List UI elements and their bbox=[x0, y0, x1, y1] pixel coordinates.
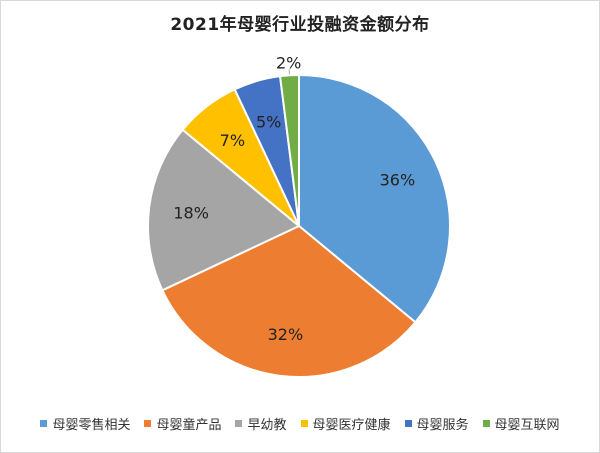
pie-slice-internet bbox=[278, 73, 300, 227]
data-labels: 36% 32% 18% 7% 5% 2% bbox=[173, 53, 415, 344]
legend-item-healthcare: 母婴医疗健康 bbox=[300, 414, 391, 433]
data-label-healthcare: 7% bbox=[220, 131, 245, 150]
legend-swatch bbox=[300, 420, 308, 427]
legend-label: 母婴互联网 bbox=[494, 418, 560, 433]
legend-label: 母婴童产品 bbox=[156, 418, 222, 433]
data-label-services: 5% bbox=[256, 113, 281, 132]
legend-swatch bbox=[404, 420, 412, 427]
data-label-retail: 36% bbox=[380, 171, 416, 190]
legend-label: 母婴零售相关 bbox=[52, 418, 131, 433]
legend-item-retail: 母婴零售相关 bbox=[40, 414, 130, 433]
pie-slice-early-education bbox=[147, 128, 301, 292]
legend-label: 早幼教 bbox=[247, 418, 287, 433]
data-label-products: 32% bbox=[268, 325, 304, 344]
legend-swatch bbox=[40, 420, 48, 427]
legend-swatch bbox=[144, 420, 152, 427]
data-label-early-education: 18% bbox=[173, 203, 209, 222]
legend-item-early-education: 早幼教 bbox=[235, 414, 287, 433]
pie-slices bbox=[147, 73, 451, 378]
data-label-internet: 2% bbox=[276, 53, 301, 72]
legend-swatch bbox=[482, 420, 490, 427]
pie-slice-retail bbox=[298, 73, 451, 324]
legend: 母婴零售相关 母婴童产品 早幼教 母婴医疗健康 母婴服务 母婴互联网 bbox=[0, 414, 600, 433]
legend-item-products: 母婴童产品 bbox=[144, 414, 221, 433]
legend-label: 母婴医疗健康 bbox=[312, 418, 391, 433]
pie-slice-products bbox=[161, 224, 417, 378]
legend-item-services: 母婴服务 bbox=[404, 414, 469, 433]
legend-swatch bbox=[235, 420, 243, 427]
chart-title: 2021年母婴行业投融资金额分布 bbox=[170, 15, 430, 35]
legend-label: 母婴服务 bbox=[416, 418, 469, 433]
legend-item-internet: 母婴互联网 bbox=[482, 414, 560, 433]
